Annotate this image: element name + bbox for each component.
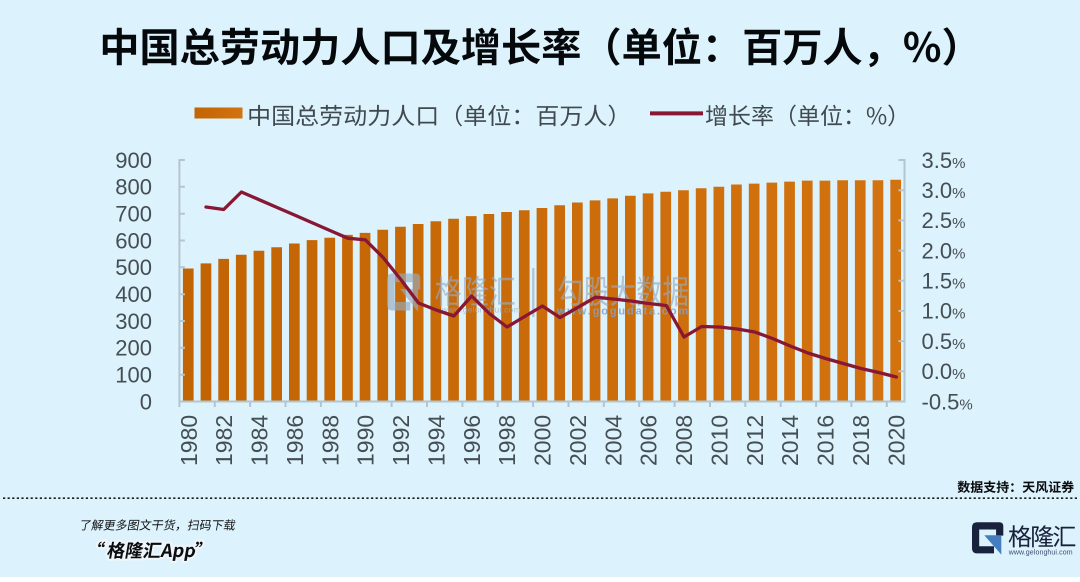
svg-text:www.gelonghui.com: www.gelonghui.com [441, 305, 521, 315]
svg-text:500: 500 [115, 255, 152, 280]
svg-text:1982: 1982 [211, 415, 237, 466]
svg-text:400: 400 [115, 282, 152, 307]
svg-text:2010: 2010 [706, 415, 732, 466]
svg-text:1990: 1990 [353, 415, 379, 466]
svg-text:2000: 2000 [530, 415, 556, 466]
svg-text:200: 200 [115, 336, 152, 361]
svg-text:2.0%: 2.0% [922, 238, 966, 263]
svg-text:2004: 2004 [600, 415, 626, 466]
svg-text:1.0%: 1.0% [922, 299, 966, 324]
svg-text:300: 300 [115, 309, 152, 334]
svg-text:1994: 1994 [423, 415, 449, 466]
svg-text:0: 0 [140, 389, 152, 414]
svg-text:1986: 1986 [282, 415, 308, 466]
svg-text:2008: 2008 [671, 415, 697, 466]
svg-text:1998: 1998 [494, 415, 520, 466]
svg-text:2006: 2006 [636, 415, 662, 466]
svg-text:900: 900 [115, 148, 152, 173]
svg-text:1992: 1992 [388, 415, 414, 466]
svg-text:1984: 1984 [247, 415, 273, 466]
svg-text:2012: 2012 [742, 415, 768, 466]
svg-text:2014: 2014 [777, 415, 803, 466]
svg-text:www.gogudata.com: www.gogudata.com [556, 306, 690, 318]
svg-text:2018: 2018 [848, 415, 874, 466]
svg-text:600: 600 [115, 228, 152, 253]
svg-text:1996: 1996 [459, 415, 485, 466]
svg-text:www.gelonghui.com: www.gelonghui.com [1008, 550, 1073, 557]
svg-text:1980: 1980 [176, 415, 202, 466]
svg-text:100: 100 [115, 363, 152, 388]
svg-text:1988: 1988 [317, 415, 343, 466]
svg-text:2020: 2020 [883, 415, 909, 466]
svg-text:700: 700 [115, 202, 152, 227]
svg-text:2002: 2002 [565, 415, 591, 466]
svg-text:800: 800 [115, 175, 152, 200]
svg-text:2016: 2016 [813, 415, 839, 466]
